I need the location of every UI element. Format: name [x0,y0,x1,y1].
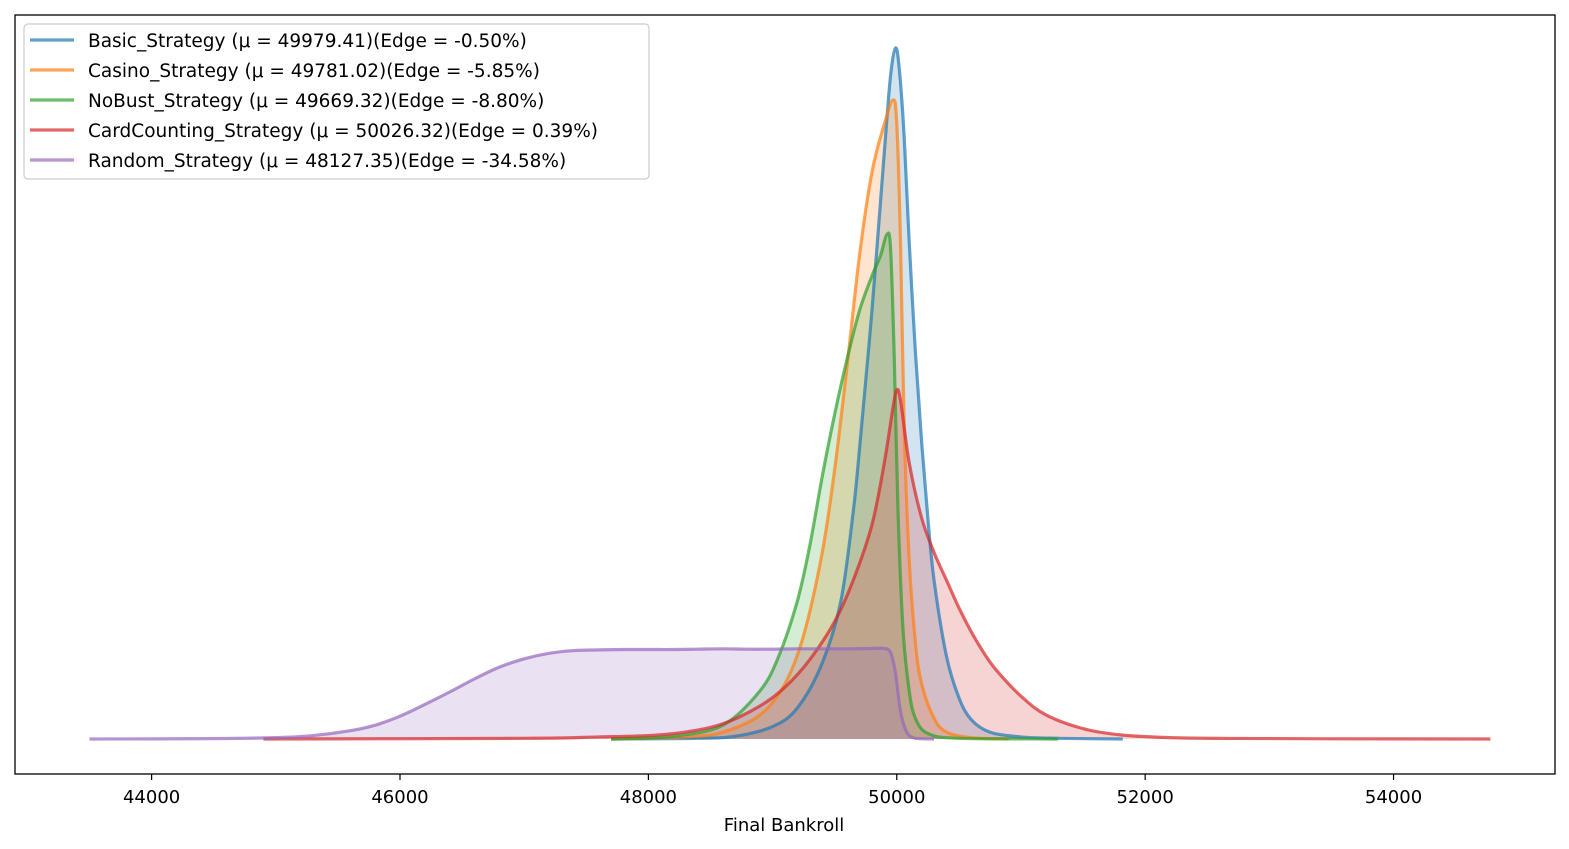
series-line-1 [611,98,1009,741]
legend-label: NoBust_Strategy (μ = 49669.32)(Edge = -8… [88,91,544,112]
series-lines [89,46,1491,741]
x-tick-label: 48000 [620,787,677,808]
x-tick-label: 50000 [868,787,925,808]
x-tick-label: 54000 [1365,787,1422,808]
series-line-2 [611,231,1059,741]
series-fill-3 [263,389,1491,739]
legend-label: Casino_Strategy (μ = 49781.02)(Edge = -5… [88,61,540,82]
legend-label: Random_Strategy (μ = 48127.35)(Edge = -3… [88,151,566,172]
series-line-0 [611,46,1123,741]
x-axis-label: Final Bankroll [724,815,844,836]
legend-box [23,23,650,180]
plot-frame [14,14,1556,775]
series-fill-2 [611,232,1059,739]
series-line-3 [263,387,1491,741]
legend-label: CardCounting_Strategy (μ = 50026.32)(Edg… [88,121,598,142]
x-tick-label: 46000 [371,787,428,808]
legend-label: Basic_Strategy (μ = 49979.41)(Edge = -0.… [88,31,527,52]
x-tick-label: 44000 [123,787,180,808]
x-axis: 44000 46000 48000 50000 52000 54000 [123,774,1422,808]
series-line-4 [89,646,935,741]
legend: Basic_Strategy (μ = 49979.41)(Edge = -0.… [23,23,650,180]
series-fill-0 [611,47,1123,739]
series-fill-4 [89,648,935,739]
x-tick-label: 52000 [1117,787,1174,808]
